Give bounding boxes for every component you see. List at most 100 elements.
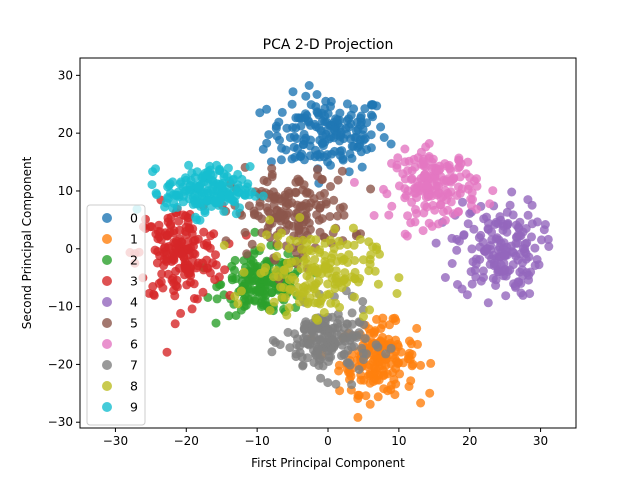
data-point xyxy=(407,349,417,359)
data-point xyxy=(367,110,376,120)
data-point xyxy=(336,127,346,137)
data-point xyxy=(458,197,467,207)
data-point xyxy=(276,155,286,165)
data-point xyxy=(151,188,161,198)
data-point xyxy=(333,175,343,185)
data-point xyxy=(170,319,180,329)
data-point xyxy=(186,181,196,191)
data-point xyxy=(447,259,457,268)
x-axis-label: First Principal Component xyxy=(251,456,405,470)
data-point xyxy=(345,149,355,159)
data-point xyxy=(421,181,431,190)
data-point xyxy=(299,136,309,145)
y-axis-label: Second Principal Component xyxy=(20,156,34,329)
data-point xyxy=(150,245,160,255)
data-point xyxy=(472,204,482,214)
data-point xyxy=(295,176,304,186)
data-point xyxy=(272,131,282,141)
data-point xyxy=(350,256,360,265)
data-point xyxy=(315,227,325,237)
data-point xyxy=(337,146,347,156)
data-point xyxy=(400,157,410,167)
data-point xyxy=(229,174,239,184)
data-point xyxy=(263,277,273,287)
data-point xyxy=(515,249,525,259)
data-point xyxy=(453,280,462,289)
data-point xyxy=(331,379,341,389)
data-point xyxy=(224,311,234,321)
data-point xyxy=(301,91,311,101)
data-point xyxy=(323,324,332,334)
data-point xyxy=(206,231,216,241)
data-point xyxy=(347,308,357,318)
legend-marker xyxy=(102,360,112,370)
data-point xyxy=(329,124,339,134)
data-point xyxy=(279,265,289,275)
data-point xyxy=(426,358,436,368)
data-point xyxy=(383,386,393,396)
data-point xyxy=(508,210,518,220)
data-point xyxy=(412,323,422,333)
data-point xyxy=(190,235,200,245)
data-point xyxy=(315,245,324,255)
data-point xyxy=(511,238,521,248)
data-point xyxy=(155,232,164,242)
data-point xyxy=(350,274,360,284)
legend-label: 7 xyxy=(130,358,138,373)
data-point xyxy=(184,269,193,279)
data-point xyxy=(275,340,285,350)
data-point xyxy=(373,392,383,402)
x-tick-label: −20 xyxy=(174,434,199,448)
data-point xyxy=(303,299,313,309)
data-point xyxy=(453,163,463,173)
data-point xyxy=(326,101,335,111)
data-point xyxy=(277,292,287,302)
legend-label: 0 xyxy=(130,211,138,226)
data-point xyxy=(523,195,533,205)
legend-box xyxy=(86,204,146,426)
data-point xyxy=(337,351,346,361)
data-point xyxy=(463,184,473,194)
data-point xyxy=(365,305,375,315)
data-point xyxy=(343,345,353,355)
data-point xyxy=(171,281,181,291)
data-point xyxy=(402,231,412,241)
data-point xyxy=(205,243,215,253)
data-point xyxy=(440,273,450,282)
data-point xyxy=(215,179,225,189)
data-point xyxy=(296,121,306,131)
legend-marker xyxy=(102,255,112,265)
data-point xyxy=(182,229,191,239)
data-point xyxy=(282,123,292,133)
data-point xyxy=(301,188,311,198)
data-point xyxy=(488,186,498,196)
data-point xyxy=(459,230,469,240)
data-point xyxy=(269,200,279,210)
data-point xyxy=(227,261,237,271)
data-point xyxy=(507,187,517,197)
data-point xyxy=(306,135,316,145)
data-point xyxy=(543,234,553,244)
data-point xyxy=(315,191,325,201)
data-point xyxy=(467,279,477,289)
data-point xyxy=(223,163,233,173)
data-point xyxy=(362,145,372,154)
data-point xyxy=(174,216,184,226)
data-point xyxy=(324,357,333,366)
data-point xyxy=(416,147,426,157)
data-point xyxy=(231,274,241,284)
data-point xyxy=(340,331,350,341)
data-point xyxy=(290,287,300,297)
data-point xyxy=(269,297,279,307)
y-tick-label: −30 xyxy=(48,415,73,429)
data-point xyxy=(359,312,368,321)
series-0 xyxy=(255,81,396,188)
data-point xyxy=(378,313,388,323)
data-point xyxy=(169,248,179,258)
data-point xyxy=(361,349,371,359)
data-point xyxy=(293,113,303,123)
data-point xyxy=(317,174,327,184)
data-point xyxy=(357,162,367,172)
data-point xyxy=(256,298,266,308)
